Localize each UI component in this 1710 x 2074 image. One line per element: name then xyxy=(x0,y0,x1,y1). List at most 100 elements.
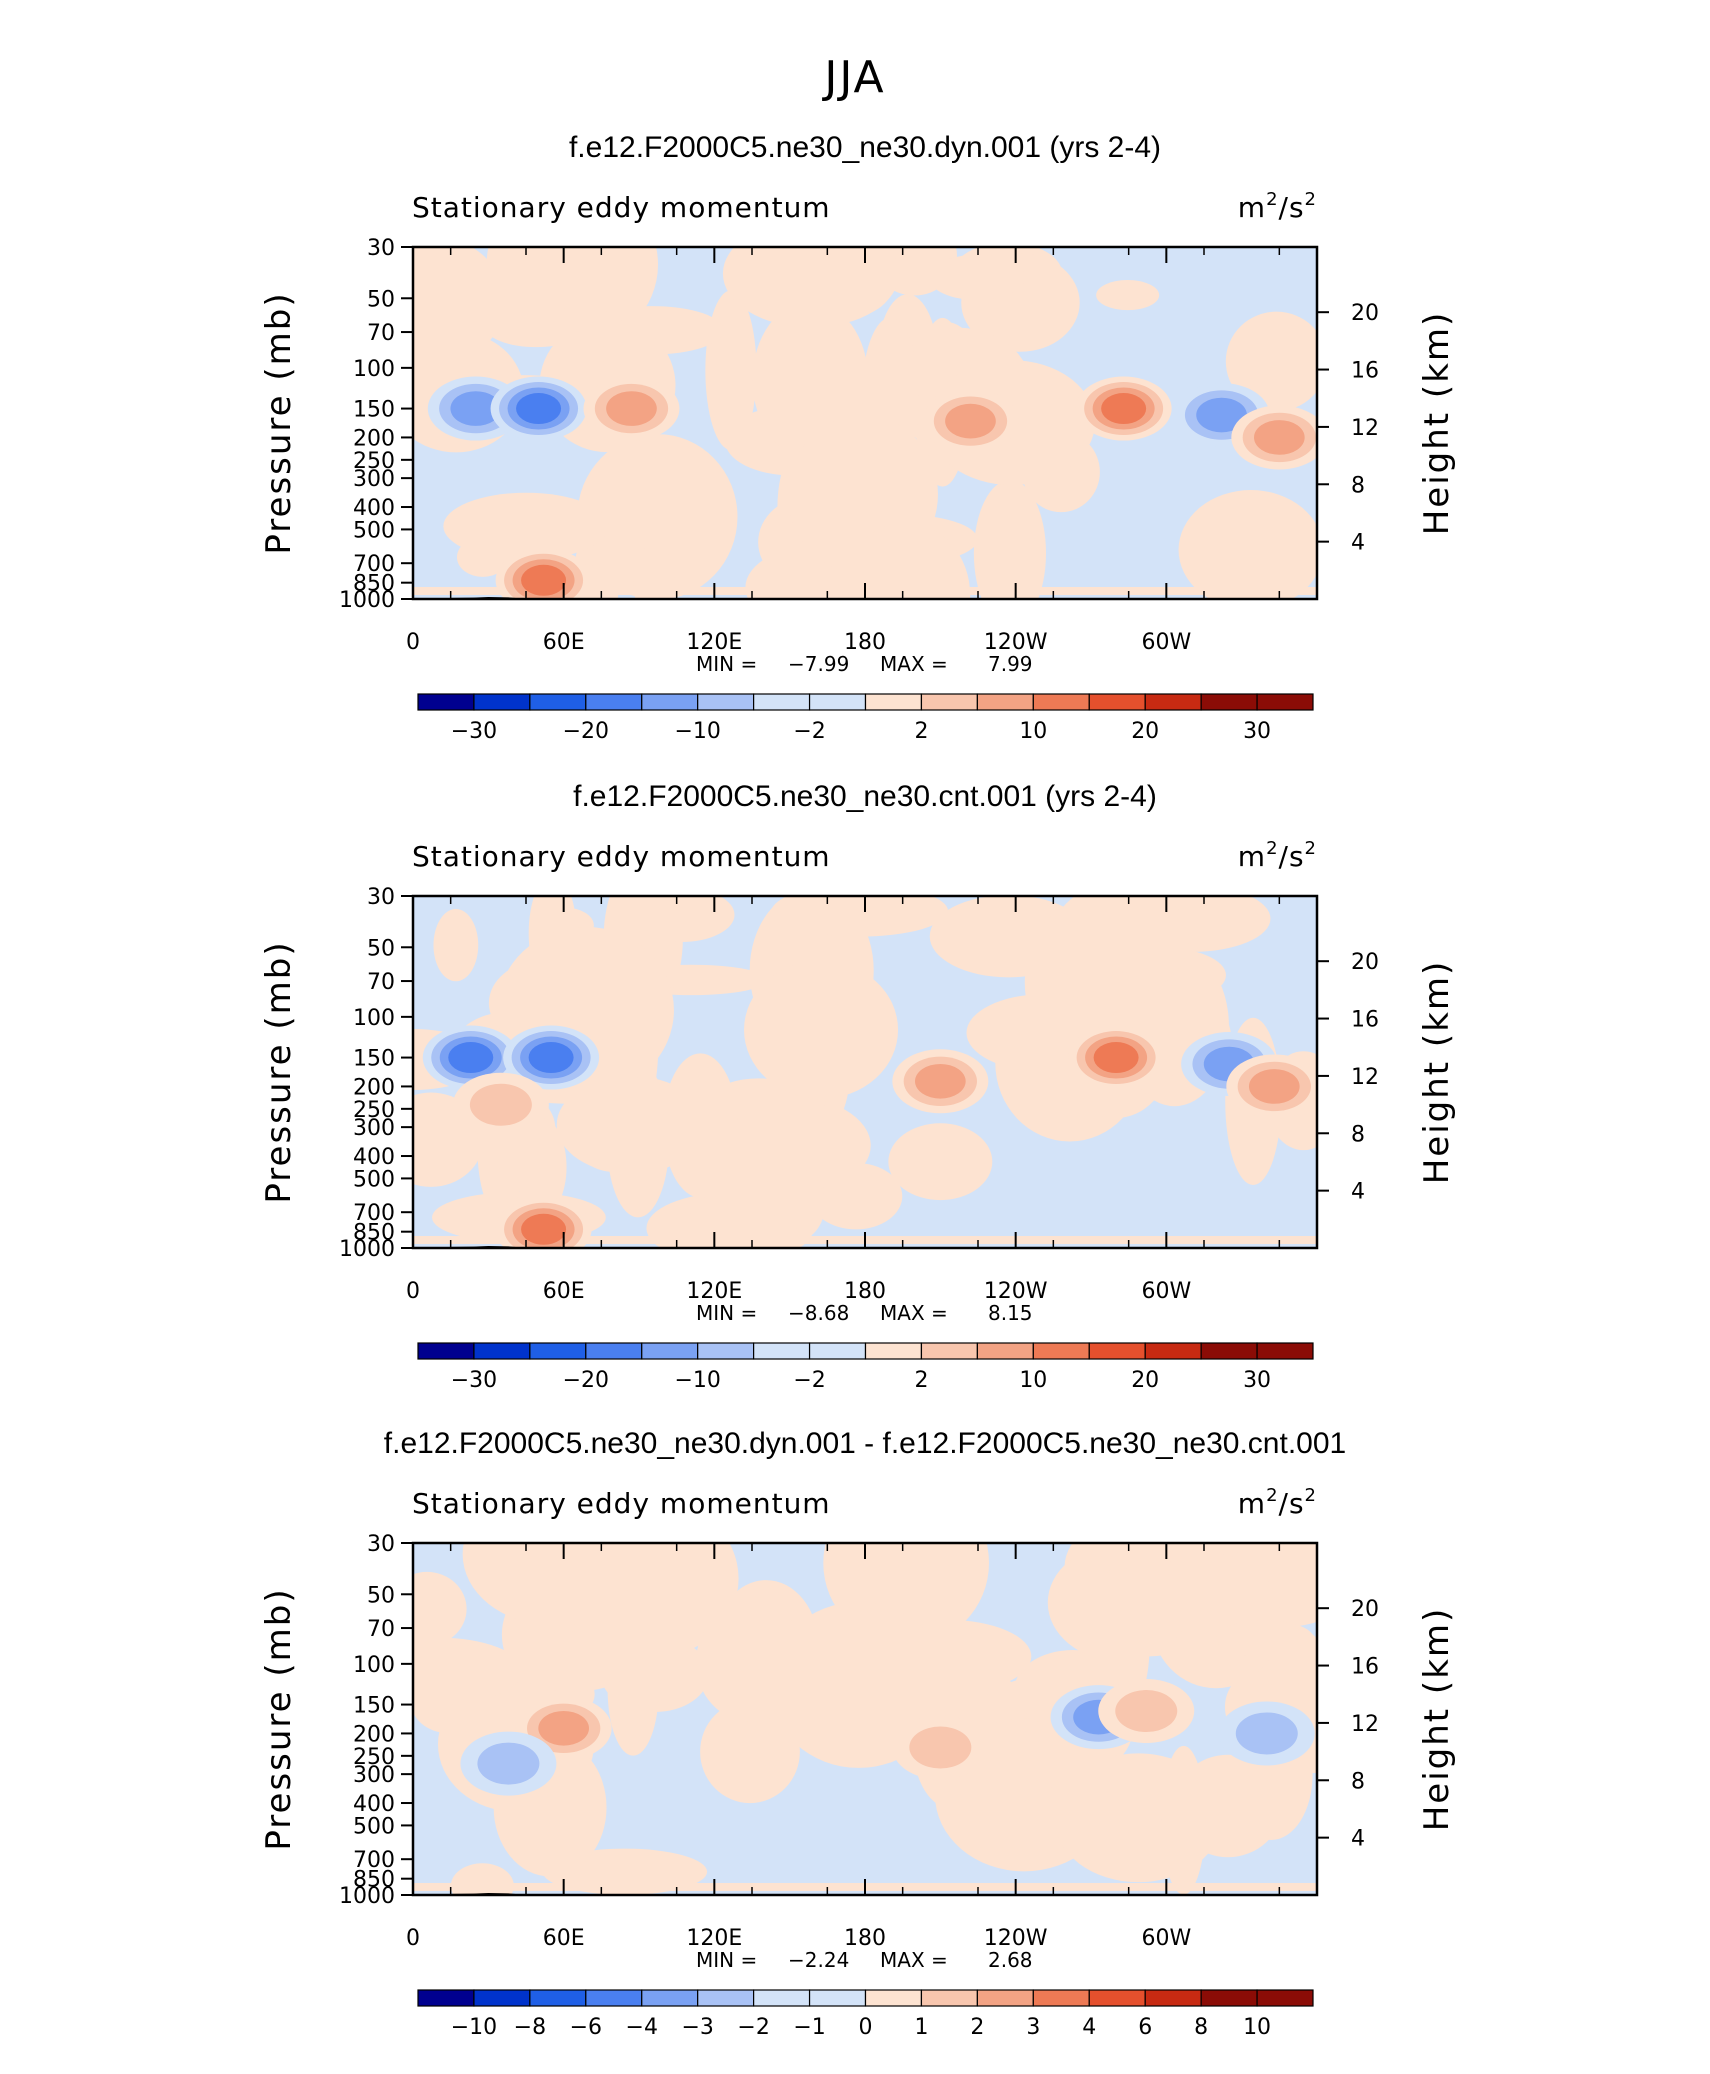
colorbar-box xyxy=(1088,1989,1146,2007)
y-tick-label: 700 xyxy=(353,552,395,577)
contour-pos-160-68W-1 xyxy=(1115,1690,1178,1733)
colorbar-box xyxy=(1256,1989,1314,2007)
y-tick-label: 500 xyxy=(353,1167,395,1192)
colorbar-label: −20 xyxy=(563,719,609,744)
units-sup-1: 2 xyxy=(1266,838,1278,859)
contour-pos-170-138W-2 xyxy=(945,403,996,439)
pale-region xyxy=(928,254,1026,301)
y-tick-label: 300 xyxy=(353,1763,395,1788)
y-tick-label: 850 xyxy=(353,1221,395,1246)
colorbar-label: 20 xyxy=(1131,719,1159,744)
pale-region xyxy=(456,537,509,577)
pale-region xyxy=(663,1053,738,1198)
colorbar-box xyxy=(1032,1342,1090,1360)
colorbar-label: 30 xyxy=(1243,1368,1271,1393)
contour-neg-160-38W-2 xyxy=(1196,397,1247,433)
y-tick-label: 400 xyxy=(353,1145,395,1170)
y-tick-label: 250 xyxy=(353,449,395,474)
contour-neg-270-38E-1 xyxy=(477,1742,540,1785)
y-right-tick-label: 20 xyxy=(1351,950,1379,975)
max-value: 2.68 xyxy=(988,1948,1033,1972)
colorbar-box xyxy=(976,1342,1034,1360)
colorbar-box xyxy=(641,1342,699,1360)
colorbar-box xyxy=(808,693,867,711)
pale-region xyxy=(606,1062,670,1218)
units-base: m xyxy=(1238,1487,1266,1520)
y-axis-right-label: Height (km) xyxy=(1417,960,1457,1185)
x-tick-label: 120E xyxy=(686,1279,742,1304)
colorbar-box xyxy=(1256,693,1314,711)
contour-pos-200-15W-2 xyxy=(1254,420,1305,455)
contour-neg-150-55E-3 xyxy=(528,1042,574,1074)
y-tick-label: 200 xyxy=(353,426,395,451)
x-tick-label: 0 xyxy=(406,1926,420,1951)
pale-region xyxy=(841,522,971,599)
min-value: −7.99 xyxy=(788,652,849,676)
colorbar-box xyxy=(753,1342,811,1360)
pale-region xyxy=(413,1637,523,1705)
min-value: −2.24 xyxy=(788,1948,849,1972)
contour-pos-230-150W-1 xyxy=(909,1726,972,1769)
colorbar-box xyxy=(585,693,643,711)
y-tick-label: 100 xyxy=(353,1006,395,1031)
x-tick-label: 60E xyxy=(543,630,585,655)
y-right-tick-label: 12 xyxy=(1351,416,1379,441)
pale-region xyxy=(433,909,479,982)
colorbar-label: 3 xyxy=(1026,2015,1040,2040)
panel-units: m2/s2 xyxy=(1238,189,1317,224)
colorbar-box xyxy=(1256,1342,1314,1360)
pale-region xyxy=(771,896,948,937)
colorbar-box xyxy=(473,1989,531,2007)
y-right-tick-label: 12 xyxy=(1351,1065,1379,1090)
y-tick-label: 850 xyxy=(353,572,395,597)
colorbar-box xyxy=(1088,693,1146,711)
y-right-tick-label: 12 xyxy=(1351,1712,1379,1737)
colorbar-box xyxy=(864,693,923,711)
max-label: MAX = xyxy=(880,1948,948,1972)
colorbar-box xyxy=(641,693,699,711)
chart-panel-2: f.e12.F2000C5.ne30_ne30.cnt.001 (yrs 2-4… xyxy=(259,780,1457,1393)
y-right-tick-label: 8 xyxy=(1351,473,1365,498)
units-sup-2: 2 xyxy=(1305,1485,1317,1506)
colorbar-box xyxy=(641,1989,699,2007)
pale-region xyxy=(559,296,604,412)
colorbar-box xyxy=(1144,1342,1202,1360)
min-value: −8.68 xyxy=(788,1301,849,1325)
y-tick-label: 250 xyxy=(353,1098,395,1123)
y-tick-label: 150 xyxy=(353,398,395,423)
x-tick-label: 60W xyxy=(1141,1926,1191,1951)
y-right-tick-label: 16 xyxy=(1351,1655,1379,1680)
pale-region xyxy=(1096,280,1160,311)
panel-title: f.e12.F2000C5.ne30_ne30.dyn.001 - f.e12.… xyxy=(384,1427,1346,1460)
colorbar-box xyxy=(697,1342,755,1360)
colorbar-box xyxy=(697,693,755,711)
colorbar-label: −3 xyxy=(681,2015,713,2040)
colorbar-box xyxy=(585,1989,643,2007)
colorbar-box xyxy=(920,1342,978,1360)
colorbar-box xyxy=(808,1989,867,2007)
y-tick-label: 70 xyxy=(367,321,395,346)
contour-pos-240-35E-1 xyxy=(469,1083,532,1126)
min-label: MIN = xyxy=(696,1948,757,1972)
x-tick-label: 60W xyxy=(1141,1279,1191,1304)
panel-subtitle: Stationary eddy momentum xyxy=(412,1487,831,1520)
colorbar-box xyxy=(753,1989,811,2007)
x-tick-label: 120E xyxy=(686,630,742,655)
y-axis-right-label: Height (km) xyxy=(1417,311,1457,536)
y-tick-label: 300 xyxy=(353,1116,395,1141)
y-tick-label: 70 xyxy=(367,970,395,995)
colorbar-box xyxy=(920,1989,978,2007)
y-tick-label: 50 xyxy=(367,1583,395,1608)
colorbar-label: −10 xyxy=(451,2015,497,2040)
colorbar-box xyxy=(753,693,811,711)
colorbar-label: 10 xyxy=(1019,1368,1047,1393)
colorbar-box xyxy=(1200,1342,1258,1360)
y-axis-label: Pressure (mb) xyxy=(259,940,299,1203)
pale-region xyxy=(515,1118,567,1217)
panel-subtitle: Stationary eddy momentum xyxy=(412,840,831,873)
colorbar-box xyxy=(417,693,475,711)
pale-region xyxy=(1178,490,1317,599)
x-tick-label: 120W xyxy=(984,630,1048,655)
panel-subtitle: Stationary eddy momentum xyxy=(412,191,831,224)
